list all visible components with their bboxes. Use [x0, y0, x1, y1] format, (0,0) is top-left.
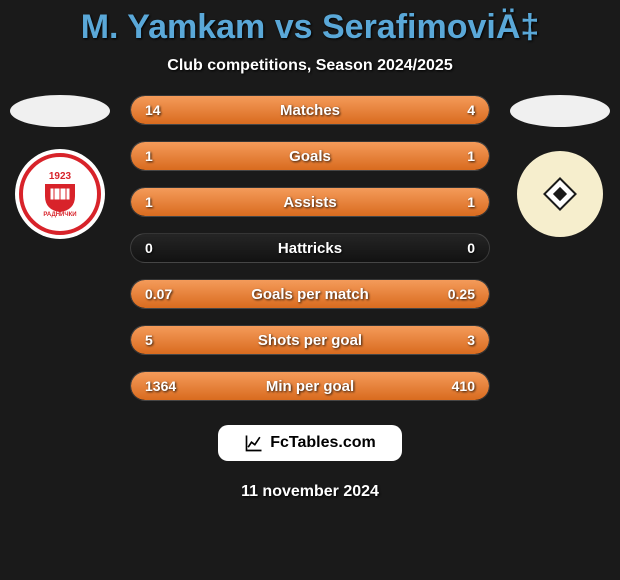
- stat-right-value: 1: [467, 194, 475, 210]
- bar-chart-icon: [244, 433, 264, 453]
- stat-label: Min per goal: [131, 378, 489, 395]
- shield-icon: [40, 182, 80, 212]
- left-player-block: 1923 РАДНИЧКИ: [10, 95, 110, 239]
- stat-row: 1364Min per goal410: [130, 371, 490, 401]
- brand-badge[interactable]: FcTables.com: [218, 425, 402, 461]
- stat-row: 0.07Goals per match0.25: [130, 279, 490, 309]
- stats-list: 14Matches41Goals11Assists10Hattricks00.0…: [130, 95, 490, 401]
- stat-label: Shots per goal: [131, 332, 489, 349]
- page-title: M. Yamkam vs SerafimoviÄ‡: [81, 8, 540, 47]
- stat-right-value: 4: [467, 102, 475, 118]
- main-area: 1923 РАДНИЧКИ: [0, 95, 620, 401]
- page-subtitle: Club competitions, Season 2024/2025: [167, 57, 452, 75]
- crest-left-name: РАДНИЧКИ: [43, 212, 76, 218]
- right-player-block: [510, 95, 610, 239]
- stat-right-value: 410: [452, 378, 475, 394]
- stat-right-value: 0.25: [448, 286, 475, 302]
- stat-row: 1Assists1: [130, 187, 490, 217]
- stat-label: Goals: [131, 148, 489, 165]
- footer-date: 11 november 2024: [241, 483, 379, 501]
- stat-row: 14Matches4: [130, 95, 490, 125]
- stat-row: 5Shots per goal3: [130, 325, 490, 355]
- stat-right-value: 1: [467, 148, 475, 164]
- stat-label: Assists: [131, 194, 489, 211]
- brand-label: FcTables.com: [270, 434, 376, 452]
- left-team-crest: 1923 РАДНИЧКИ: [15, 149, 105, 239]
- stat-row: 0Hattricks0: [130, 233, 490, 263]
- comparison-card: M. Yamkam vs SerafimoviÄ‡ Club competiti…: [0, 0, 620, 580]
- stat-right-value: 3: [467, 332, 475, 348]
- stat-label: Goals per match: [131, 286, 489, 303]
- diamond-icon: [535, 169, 585, 219]
- stat-right-value: 0: [467, 240, 475, 256]
- right-team-crest: [515, 149, 605, 239]
- right-player-silhouette: [510, 95, 610, 127]
- left-player-silhouette: [10, 95, 110, 127]
- crest-left-year: 1923: [49, 171, 71, 182]
- stat-row: 1Goals1: [130, 141, 490, 171]
- stat-label: Matches: [131, 102, 489, 119]
- stat-label: Hattricks: [131, 240, 489, 257]
